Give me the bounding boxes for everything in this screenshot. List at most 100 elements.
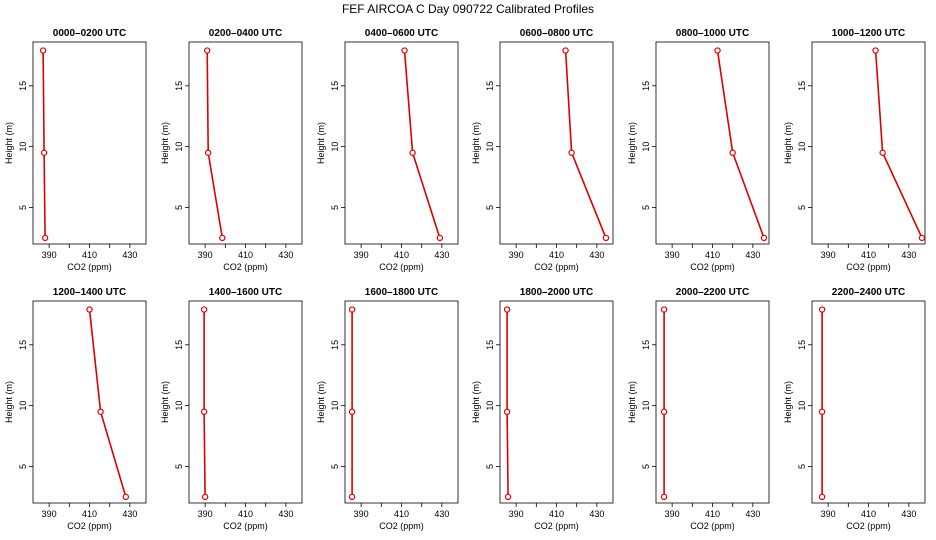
co2-profile-line [403,50,441,239]
y-axis-label: Height (m) [627,122,637,164]
y-axis-label: Height (m) [4,381,14,423]
y-axis-label: Height (m) [627,381,637,423]
plot-frame [655,300,770,504]
y-tick-label: 5 [330,205,340,210]
panel-title: 0400–0600 UTC [365,28,438,39]
panel-title: 1000–1200 UTC [832,28,905,39]
y-tick-label: 15 [330,81,340,91]
co2-data-point [660,493,668,501]
x-tick-label: 390 [198,509,213,519]
co2-profile-line [564,50,607,239]
x-tick-label: 430 [122,250,137,260]
panel-title: 0000–0200 UTC [53,28,126,39]
co2-data-point [41,234,49,242]
co2-data-point [122,493,130,501]
y-tick-label: 5 [641,464,651,469]
x-axis-label: CO2 (ppm) [846,262,891,272]
x-axis-label: CO2 (ppm) [534,521,579,531]
y-tick-label: 10 [485,142,495,152]
plot-frame [344,41,459,245]
x-tick-label: 390 [354,509,369,519]
co2-data-point [503,408,511,415]
y-axis-label: Height (m) [160,122,170,164]
panel-10: 2000–2200 UTC 390 410 430 5 10 15 CO2 (ppm) Heig… [627,287,770,531]
plot-frame [499,300,614,504]
x-tick-label: 430 [589,250,604,260]
co2-profile-line [874,50,923,239]
panel-7: 1400–1600 UTC 390 410 430 5 10 15 CO2 (ppm) Heig… [160,287,303,531]
y-tick-label: 5 [330,464,340,469]
y-tick-label: 10 [641,401,651,411]
y-axis-label: Height (m) [4,122,14,164]
x-tick-label: 430 [745,250,760,260]
panel-title: 1800–2000 UTC [520,287,593,298]
y-tick-label: 10 [330,142,340,152]
y-axis-label: Height (m) [471,122,481,164]
y-axis-label: Height (m) [471,381,481,423]
x-tick-label: 390 [42,509,57,519]
x-axis-label: CO2 (ppm) [534,262,579,272]
y-tick-label: 10 [485,401,495,411]
x-tick-label: 430 [278,250,293,260]
y-tick-label: 15 [174,81,184,91]
y-axis-label: Height (m) [316,122,326,164]
co2-data-point [86,306,93,313]
co2-data-point [714,47,721,54]
plot-frame [32,300,147,504]
x-tick-label: 410 [549,509,564,519]
y-tick-label: 15 [18,340,28,350]
co2-data-point [872,47,879,54]
x-tick-label: 430 [434,250,449,260]
panel-2: 0400–0600 UTC 390 410 430 5 10 15 CO2 (ppm) Heig… [316,28,459,272]
co2-data-point [818,306,826,313]
y-tick-label: 5 [641,205,651,210]
co2-data-point [504,493,512,501]
x-axis-label: CO2 (ppm) [846,521,891,531]
y-tick-label: 15 [797,340,807,350]
x-tick-label: 430 [901,509,916,519]
co2-data-point [348,493,356,501]
x-tick-label: 410 [705,509,720,519]
x-tick-label: 390 [198,250,213,260]
co2-profile-line [88,309,127,498]
y-tick-label: 10 [174,401,184,411]
plot-frame [655,41,770,245]
co2-profile-line [506,309,509,497]
x-tick-label: 430 [901,250,916,260]
x-tick-label: 390 [665,250,680,260]
x-axis-label: CO2 (ppm) [379,262,424,272]
x-tick-label: 410 [861,250,876,260]
x-tick-label: 390 [665,509,680,519]
y-axis-label: Height (m) [783,381,793,423]
y-tick-label: 15 [641,340,651,350]
co2-data-point [40,149,48,156]
x-tick-label: 390 [509,250,524,260]
y-tick-label: 15 [641,81,651,91]
y-tick-label: 15 [174,340,184,350]
panel-11: 2200–2400 UTC 390 410 430 5 10 15 CO2 (ppm) Heig… [783,287,926,531]
figure-title: FEF AIRCOA C Day 090722 Calibrated Profi… [342,2,594,16]
co2-data-point [660,408,668,415]
panel-title: 1200–1400 UTC [53,287,126,298]
y-tick-label: 5 [174,205,184,210]
panel-title: 0800–1000 UTC [676,28,749,39]
co2-profile-line [206,50,224,239]
panel-6: 1200–1400 UTC 390 410 430 5 10 15 CO2 (ppm) Heig… [4,287,147,531]
x-tick-label: 430 [434,509,449,519]
co2-data-point [401,47,408,54]
panel-title: 1400–1600 UTC [209,287,282,298]
x-tick-label: 390 [821,250,836,260]
y-tick-label: 15 [485,340,495,350]
co2-data-point [503,306,511,313]
co2-data-point [203,47,211,54]
co2-data-point [562,47,569,54]
y-tick-label: 5 [174,464,184,469]
co2-data-point [818,493,826,501]
x-tick-label: 410 [861,509,876,519]
panel-title: 1600–1800 UTC [365,287,438,298]
panel-title: 0200–0400 UTC [209,28,282,39]
x-tick-label: 390 [42,250,57,260]
x-tick-label: 410 [549,250,564,260]
plot-frame [811,300,926,504]
